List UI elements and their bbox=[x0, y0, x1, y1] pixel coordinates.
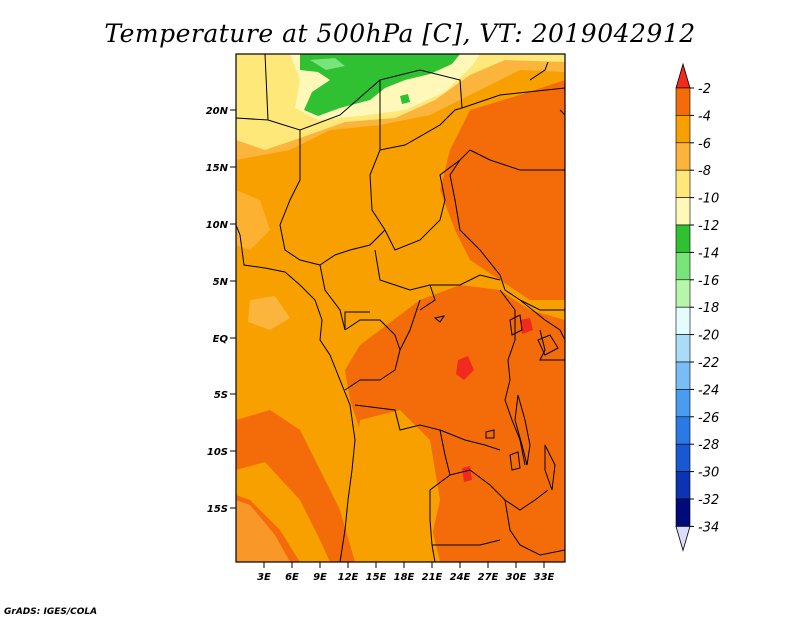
lat-tick-label: 5N bbox=[213, 277, 229, 288]
lon-tick-label: 18E bbox=[394, 572, 415, 583]
lat-tick-label: 10S bbox=[207, 447, 228, 458]
legend-level-label: -24 bbox=[698, 383, 719, 398]
field-streak-sw-light bbox=[236, 500, 290, 562]
lon-tick-label: 33E bbox=[534, 572, 555, 583]
lon-tick-label: 30E bbox=[506, 572, 527, 583]
legend-swatch bbox=[675, 361, 691, 390]
map-frame bbox=[235, 53, 566, 563]
lon-tick-label: 27E bbox=[478, 572, 499, 583]
legend-swatch bbox=[675, 279, 691, 308]
legend-level-label: -22 bbox=[698, 356, 719, 371]
legend-level-label: -20 bbox=[698, 329, 719, 344]
field-streak-sw bbox=[236, 462, 330, 562]
legend-level-label: -34 bbox=[698, 520, 719, 535]
legend-swatch bbox=[675, 197, 691, 226]
field-cold-spot bbox=[400, 94, 410, 104]
legend-swatch bbox=[675, 252, 691, 281]
legend-level-label: -10 bbox=[698, 192, 719, 207]
field-embedded-6 bbox=[355, 410, 440, 545]
lon-axis: 3E 6E 9E 12E 15E 18E 21E 24E 27E 30E 33E bbox=[257, 562, 555, 583]
country-borders bbox=[236, 54, 565, 562]
legend-swatch bbox=[675, 389, 691, 418]
lat-axis: 20N 15N 10N 5N EQ 5S 10S 15S bbox=[206, 106, 236, 515]
lat-tick-label: 5S bbox=[214, 390, 228, 401]
lon-tick-label: 24E bbox=[450, 572, 471, 583]
lon-tick-label: 6E bbox=[285, 572, 299, 583]
legend-swatch bbox=[675, 416, 691, 445]
lat-tick-label: 15N bbox=[206, 163, 229, 174]
lon-tick-label: 3E bbox=[257, 572, 271, 583]
temperature-field bbox=[236, 54, 565, 562]
legend-bottom-arrow bbox=[675, 526, 691, 552]
legend-swatch bbox=[675, 142, 691, 171]
legend-top-arrow bbox=[675, 62, 691, 89]
lon-tick-label: 15E bbox=[366, 572, 387, 583]
legend-level-label: -2 bbox=[698, 82, 711, 97]
lon-tick-label: 9E bbox=[313, 572, 327, 583]
field-hot-spot-3 bbox=[520, 318, 533, 334]
legend-swatch bbox=[675, 87, 691, 116]
map-title: Temperature at 500hPa [C], VT: 201904291… bbox=[104, 19, 695, 48]
lat-tick-label: 10N bbox=[206, 220, 229, 231]
legend-swatch bbox=[675, 115, 691, 144]
field-warm-east bbox=[440, 80, 565, 300]
legend-swatch bbox=[675, 443, 691, 472]
lon-tick-label: 21E bbox=[422, 572, 443, 583]
legend-swatch bbox=[675, 498, 691, 527]
legend-level-label: -30 bbox=[698, 466, 719, 481]
legend-level-label: -4 bbox=[698, 109, 711, 124]
legend-swatch bbox=[675, 169, 691, 198]
lat-tick-label: 20N bbox=[206, 106, 229, 117]
legend-level-label: -18 bbox=[698, 301, 719, 316]
legend-level-label: -26 bbox=[698, 411, 719, 426]
color-bar-legend: -2 -4 -6 -8 -10 -12 -14 -16 -18 -20 -22 -24 -26 -28 -3… bbox=[675, 62, 719, 552]
legend-level-label: -8 bbox=[698, 164, 711, 179]
legend-level-label: -12 bbox=[698, 219, 719, 234]
legend-level-label: -6 bbox=[698, 137, 711, 152]
legend-level-label: -16 bbox=[698, 274, 719, 289]
legend-level-label: -28 bbox=[698, 438, 719, 453]
legend-swatch bbox=[675, 471, 691, 500]
field-patch-west2 bbox=[236, 190, 270, 250]
legend-swatch bbox=[675, 224, 691, 253]
lat-tick-label: 15S bbox=[207, 504, 228, 515]
grads-credit: GrADS: IGES/COLA bbox=[4, 607, 97, 617]
legend-level-label: -32 bbox=[698, 493, 719, 508]
legend-level-label: -14 bbox=[698, 246, 719, 261]
field-cold-core-inner bbox=[310, 58, 345, 70]
lon-tick-label: 12E bbox=[338, 572, 359, 583]
field-patch-west bbox=[248, 296, 290, 330]
legend-swatch bbox=[675, 334, 691, 363]
field-hot-spot-1 bbox=[456, 356, 474, 380]
lat-tick-label: EQ bbox=[213, 334, 229, 345]
legend-swatch bbox=[675, 306, 691, 335]
